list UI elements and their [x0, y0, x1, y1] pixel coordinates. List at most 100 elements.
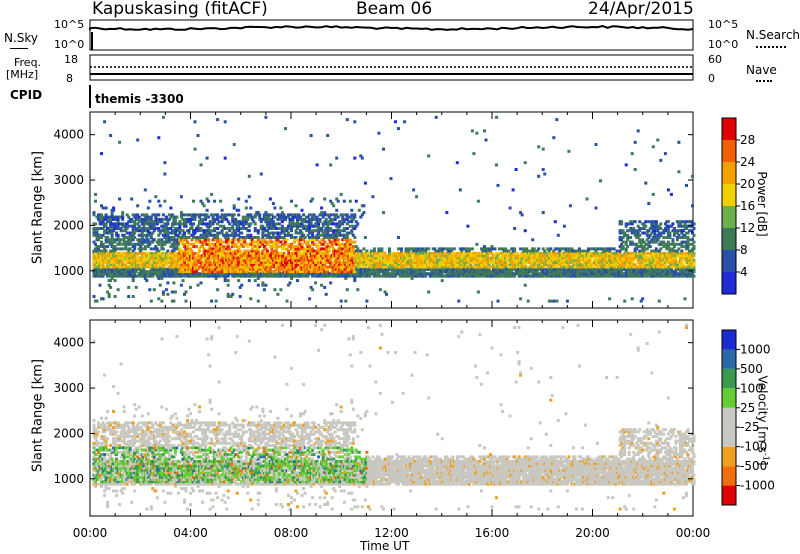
power-cell — [148, 288, 152, 292]
power-cell — [130, 261, 134, 264]
power-cell — [128, 231, 132, 235]
power-cell — [110, 213, 114, 217]
power-cell — [365, 299, 369, 303]
power-cell — [271, 231, 275, 235]
power-cell — [187, 236, 191, 239]
power-cell — [347, 231, 351, 235]
power-cell — [92, 231, 96, 235]
power-cell — [157, 213, 161, 217]
power-cell — [300, 242, 304, 246]
power-cell — [291, 245, 295, 249]
power-cell — [237, 197, 241, 201]
power-cell — [549, 299, 553, 303]
power-cell — [403, 120, 407, 124]
power-cell — [95, 229, 99, 233]
power-cell — [122, 254, 126, 258]
power-cell — [356, 222, 360, 226]
power-cell — [119, 238, 123, 242]
power-cell — [228, 240, 232, 244]
power-cell — [207, 199, 211, 203]
power-cell — [356, 247, 360, 251]
power-cell — [157, 136, 161, 140]
power-cell — [104, 215, 108, 219]
power-cell — [161, 290, 165, 294]
power-cell — [157, 238, 161, 242]
power-cell — [113, 249, 117, 253]
power-cell — [157, 297, 161, 301]
power-cell — [124, 247, 128, 251]
power-cell — [244, 199, 248, 203]
power-cell — [92, 211, 96, 215]
power-cell — [179, 283, 183, 287]
power-cell — [475, 242, 479, 246]
power-cell — [339, 299, 343, 303]
power-cell — [256, 283, 260, 287]
power-cell — [193, 147, 197, 151]
power-cell — [543, 172, 547, 176]
power-cell — [95, 299, 99, 303]
power-cell — [106, 227, 110, 230]
power-cell — [107, 267, 111, 271]
power-cell — [116, 217, 120, 221]
power-cell — [100, 256, 103, 260]
power-cell — [353, 120, 357, 124]
power-cell — [296, 231, 299, 235]
freq-unit-label: [MHz] — [6, 68, 38, 81]
power-cell — [552, 299, 556, 303]
power-cell — [565, 299, 569, 303]
power-cell — [140, 247, 144, 251]
power-cell — [587, 247, 590, 251]
nsky-label: N.Sky — [4, 31, 38, 45]
power-cell — [100, 249, 103, 253]
power-cell — [268, 236, 272, 239]
power-cell — [205, 208, 209, 212]
power-cell — [213, 227, 217, 230]
power-cell — [103, 231, 107, 235]
power-cell — [249, 297, 253, 301]
power-cell — [119, 222, 123, 226]
power-cell — [121, 215, 125, 219]
power-cell — [220, 208, 224, 212]
nave-legend-line — [756, 80, 772, 82]
power-cell — [394, 120, 397, 124]
power-cell — [342, 217, 346, 221]
power-cell — [100, 236, 103, 239]
power-cell — [104, 238, 108, 242]
power-cell — [128, 247, 132, 251]
power-cell — [127, 285, 131, 289]
power-cell — [186, 240, 189, 244]
power-cell — [136, 204, 140, 208]
power-cell — [523, 161, 527, 165]
power-cell — [496, 299, 500, 303]
power-cell — [397, 127, 400, 131]
power-cell — [166, 227, 170, 230]
power-cell — [199, 233, 203, 237]
power-cell — [100, 152, 103, 156]
power-cell — [161, 247, 165, 251]
power-cell — [353, 213, 357, 217]
power-cell — [101, 245, 105, 249]
power-cell — [113, 240, 117, 244]
power-cell — [119, 254, 123, 258]
power-cell — [179, 195, 183, 199]
power-cell — [495, 163, 498, 167]
power-cell — [599, 179, 602, 183]
nsky-line — [89, 24, 694, 31]
power-cells — [92, 115, 696, 303]
power-cell — [92, 229, 96, 233]
power-cell — [142, 233, 146, 237]
power-cell — [109, 285, 113, 289]
nsearch-label: N.Search — [746, 28, 800, 42]
power-cell — [594, 143, 598, 146]
power-cell — [329, 281, 333, 285]
power-cell — [210, 192, 214, 196]
power-cell — [127, 224, 131, 228]
power-cell — [427, 247, 431, 251]
power-cell — [107, 254, 111, 258]
power-cell — [475, 131, 479, 135]
power-cell — [553, 220, 557, 224]
power-cell — [329, 163, 333, 167]
power-cell — [378, 274, 382, 278]
power-cell — [146, 215, 150, 219]
power-cell — [100, 258, 103, 262]
